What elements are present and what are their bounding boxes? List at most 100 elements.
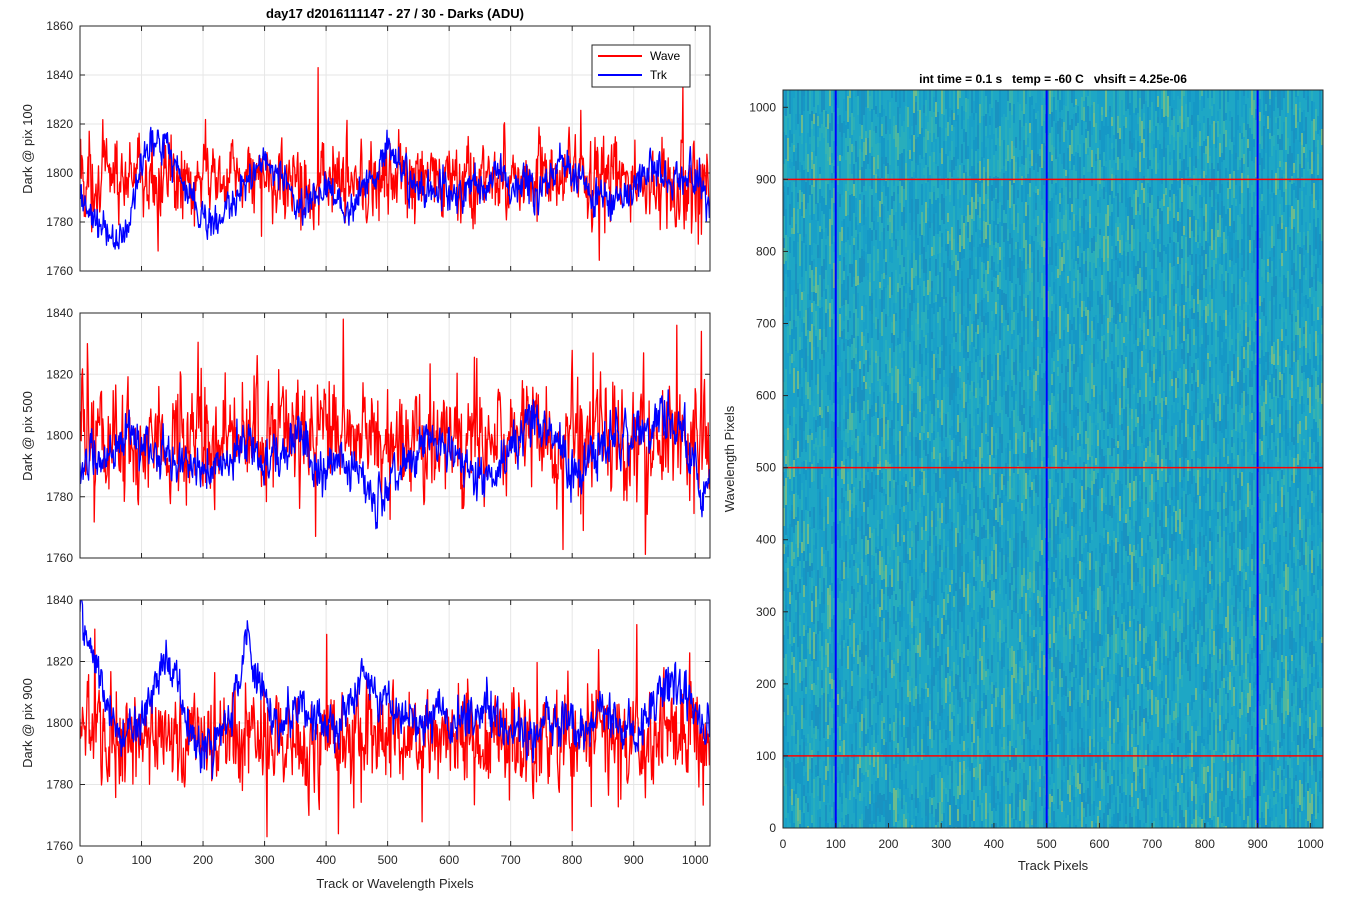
heatmap-cell [887,596,889,612]
heatmap-cell [949,108,951,117]
heatmap-cell [901,212,903,226]
heatmap-cell [943,592,945,599]
heatmap-cell [869,186,871,207]
heatmap-cell [789,425,791,433]
heatmap-cell [901,255,903,277]
heatmap-cell [807,269,809,294]
heatmap-cell [965,769,967,793]
axes-box [79,25,711,272]
heatmap-cell [971,113,973,127]
heatmap-cell [801,483,803,490]
heatmap-cell [841,195,843,221]
heatmap-cell [813,754,815,779]
heatmap-cell [991,220,993,241]
heatmap-cell [837,643,839,668]
heatmap-cell [931,256,933,281]
heatmap-cell [843,550,845,562]
heatmap-cell [829,385,831,400]
heatmap-cell [793,758,795,779]
heatmap-cell [931,380,933,407]
heatmap-cell [845,535,847,541]
heatmap-cell [991,824,993,828]
heatmap-cell [941,345,943,351]
heatmap-cell [855,750,857,758]
heatmap-cell [811,169,813,185]
heatmap-cell [805,687,807,694]
heatmap-cell [933,535,935,556]
heatmap-cell [963,682,965,690]
heatmap-cell [851,484,853,493]
heatmap-cell [979,805,981,828]
heatmap-cell [907,635,909,649]
heatmap-cell [925,550,927,572]
heatmap-cell [927,697,929,717]
heatmap-cell [917,382,919,409]
heatmap-cell [931,368,933,380]
heatmap-cell [911,511,913,531]
heatmap-cell [907,680,909,697]
heatmap-cell [831,798,833,807]
heatmap-cell [889,673,891,695]
heatmap-cell [813,227,815,243]
heatmap-cell [785,182,787,209]
heatmap-cell [843,99,845,121]
heatmap-cell [913,113,915,135]
heatmap-cell [937,432,939,459]
heatmap-cell [909,378,911,384]
heatmap-cell [833,288,835,314]
heatmap-cell [993,590,995,607]
heatmap-cell [813,385,815,406]
heatmap-cell [821,695,823,721]
heatmap-cell [903,664,905,682]
heatmap-cell [893,257,895,284]
heatmap-cell [787,674,789,695]
heatmap-cell [899,311,901,319]
series-line-trk [80,600,710,780]
heatmap-cell [915,816,917,828]
heatmap-cell [961,163,963,188]
heatmap-cell [899,344,901,353]
heatmap-cell [973,90,975,101]
heatmap-cell [945,821,947,828]
heatmap-cell [809,265,811,278]
heatmap-cell [903,579,905,595]
heatmap-cell [879,113,881,137]
heatmap-cell [895,186,897,212]
heatmap-cell [883,228,885,240]
heatmap-cell [919,141,921,155]
heatmap-cell [953,523,955,539]
heatmap-cell [875,230,877,240]
heatmap-cell [929,192,931,199]
heatmap-cell [887,525,889,546]
heatmap-cell [795,114,797,130]
heatmap-cell [861,467,863,478]
heatmap-cell [959,807,961,827]
heatmap-cell [905,357,907,374]
heatmap-cell [901,760,903,780]
heatmap-cell [969,741,971,757]
heatmap-cell [801,165,803,192]
heatmap-cell [833,160,835,166]
heatmap-cell [807,183,809,203]
heatmap-cell [841,812,843,818]
heatmap-cell [991,591,993,600]
heatmap-cell [929,694,931,710]
heatmap-cell [983,786,985,793]
heatmap-cell [833,382,835,403]
heatmap-cell [893,368,895,393]
heatmap-cell [921,113,923,128]
heatmap-cell [963,761,965,773]
heatmap-cell [947,244,949,256]
heatmap-cell [923,662,925,680]
heatmap-cell [917,670,919,694]
heatmap-cell [837,192,839,214]
heatmap-cell [945,289,947,297]
heatmap-cell [935,438,937,451]
heatmap-cell [867,230,869,254]
heatmap-cell [861,192,863,204]
heatmap-cell [957,270,959,292]
heatmap-cell [923,168,925,175]
heatmap-cell [851,654,853,671]
heatmap-cell [843,762,845,783]
